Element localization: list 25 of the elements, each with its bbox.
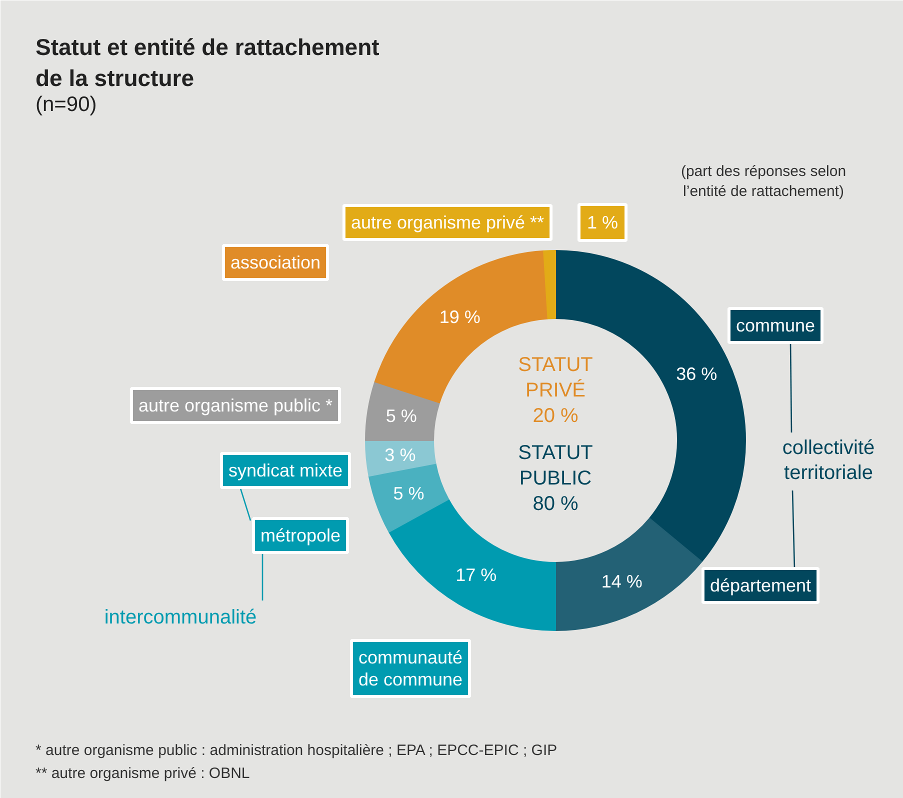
data-label: 1 %: [586, 212, 618, 232]
data-label: 17 %: [456, 564, 497, 585]
slice-label: communauté de commune: [358, 648, 463, 690]
slice-label: commune: [736, 316, 816, 336]
data-label: 3 %: [384, 445, 416, 466]
slice-label: syndicat mixte: [228, 460, 343, 480]
data-label: 14 %: [601, 572, 642, 592]
text: * autre organisme public : administration hospitalière ; EPA ; EPCC-EPIC ; GIP: [36, 742, 558, 759]
slice-label: département: [710, 576, 812, 596]
slice-label: association: [230, 252, 321, 272]
slice-label: métropole: [260, 526, 341, 546]
text: STATUT PUBLIC 80 %: [518, 442, 593, 515]
text: collectivité territoriale: [782, 436, 875, 484]
text: intercommunalité: [104, 606, 257, 628]
data-label: 19 %: [439, 307, 480, 328]
chart-subtitle: (n=90): [36, 93, 97, 116]
data-label: 36 %: [676, 364, 718, 384]
legend-label: autre organisme privé **: [350, 212, 544, 232]
text: (part des réponses selon l’entité de rattachement): [680, 163, 846, 200]
data-label: 5 %: [393, 483, 424, 504]
chart-title: Statut et entité de rattachement de la structure: [36, 34, 380, 92]
slice-label: autre organisme public *: [138, 396, 333, 416]
text: STATUT PRIVÉ 20 %: [518, 354, 593, 427]
data-label: 5 %: [386, 406, 417, 426]
text: ** autre organisme privé : OBNL: [36, 765, 250, 782]
